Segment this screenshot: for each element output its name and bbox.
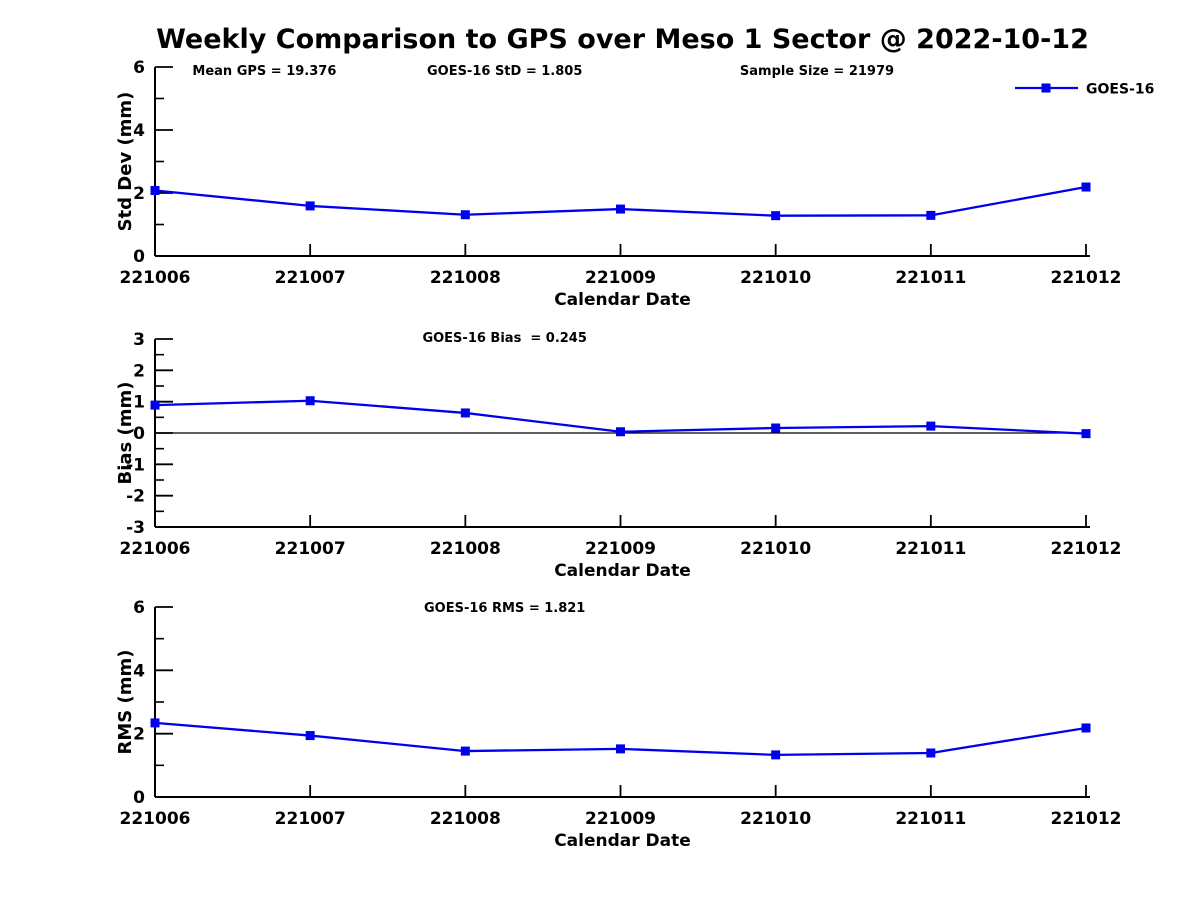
x-tick-label: 221011 [895, 539, 966, 559]
x-tick-label: 221011 [895, 268, 966, 288]
y-tick-label: 6 [133, 58, 145, 78]
y-axis-title: RMS (mm) [115, 650, 136, 755]
legend-label: GOES-16 [1086, 82, 1154, 98]
annotation-text: GOES-16 StD = 1.805 [427, 64, 582, 79]
data-point-marker [305, 396, 315, 406]
x-tick-label: 221006 [120, 809, 191, 829]
data-point-marker [1081, 429, 1091, 439]
y-tick-label: 0 [133, 424, 145, 444]
x-tick-label: 221009 [585, 268, 656, 288]
legend: GOES-16 [1015, 82, 1154, 98]
data-point-marker [616, 744, 625, 754]
y-tick-label: -1 [126, 455, 145, 475]
y-tick-label: 4 [133, 661, 145, 681]
x-tick-label: 221010 [740, 809, 811, 829]
data-point-marker [305, 201, 315, 211]
annotation-text: GOES-16 RMS = 1.821 [424, 601, 585, 616]
data-point-marker [926, 421, 936, 431]
data-point-marker [150, 185, 160, 195]
data-point-marker [460, 746, 470, 756]
data-point-marker [1081, 723, 1091, 733]
data-point-marker [771, 423, 781, 433]
data-point-marker [926, 210, 936, 220]
data-point-marker [771, 211, 781, 221]
y-axis-title: Bias (mm) [115, 382, 136, 485]
x-tick-label: 221007 [275, 539, 346, 559]
x-tick-label: 221008 [430, 809, 501, 829]
x-tick-label: 221012 [1051, 809, 1122, 829]
subplot-rms: 0 2 4 6 221006 221007 221008 221009 221010 221011… [115, 598, 1121, 851]
subplot-bias: -3 -2 -1 0 1 2 3 221006 221007 221008 221009 221010… [115, 330, 1121, 581]
legend-marker [1041, 83, 1051, 93]
x-tick-label: 221007 [275, 268, 346, 288]
data-point-marker [616, 204, 625, 214]
y-tick-label: 0 [133, 247, 145, 267]
data-point-marker [771, 750, 781, 760]
data-point-marker [1081, 182, 1091, 192]
y-tick-label: 6 [133, 598, 145, 618]
y-tick-label: 2 [133, 725, 145, 745]
x-axis-title: Calendar Date [554, 290, 691, 310]
y-tick-label: 0 [133, 788, 145, 808]
y-tick-label: 3 [133, 330, 145, 350]
annotation-text: Mean GPS = 19.376 [192, 64, 336, 79]
annotation-text: Sample Size = 21979 [740, 64, 894, 79]
y-tick-label: -3 [126, 518, 145, 538]
x-axis-title: Calendar Date [554, 831, 691, 851]
y-axis-title: Std Dev (mm) [115, 92, 136, 232]
data-point-marker [616, 427, 625, 437]
x-tick-label: 221009 [585, 809, 656, 829]
y-tick-label: 2 [133, 361, 145, 381]
data-point-marker [926, 748, 936, 758]
y-tick-label: 4 [133, 121, 145, 141]
x-tick-label: 221008 [430, 268, 501, 288]
x-axis-title: Calendar Date [554, 561, 691, 581]
data-point-marker [150, 400, 160, 410]
x-tick-label: 221007 [275, 809, 346, 829]
data-point-marker [150, 718, 160, 728]
x-tick-label: 221010 [740, 268, 811, 288]
data-point-marker [305, 731, 315, 741]
subplot-std-dev: 0 2 4 6 221006 221007 221008 221009 221010 221011… [115, 58, 1154, 310]
x-tick-label: 221006 [120, 539, 191, 559]
annotation-text: GOES-16 Bias = 0.245 [422, 331, 586, 346]
figure-title: Weekly Comparison to GPS over Meso 1 Sec… [156, 24, 1089, 55]
y-tick-label: 1 [133, 393, 145, 413]
data-point-marker [460, 210, 470, 220]
y-tick-label: 2 [133, 184, 145, 204]
y-tick-label: -2 [126, 487, 145, 507]
data-point-marker [460, 408, 470, 418]
x-tick-label: 221009 [585, 539, 656, 559]
x-tick-label: 221012 [1051, 268, 1122, 288]
x-tick-label: 221008 [430, 539, 501, 559]
x-tick-label: 221010 [740, 539, 811, 559]
x-tick-label: 221012 [1051, 539, 1122, 559]
x-tick-label: 221006 [120, 268, 191, 288]
x-tick-label: 221011 [895, 809, 966, 829]
